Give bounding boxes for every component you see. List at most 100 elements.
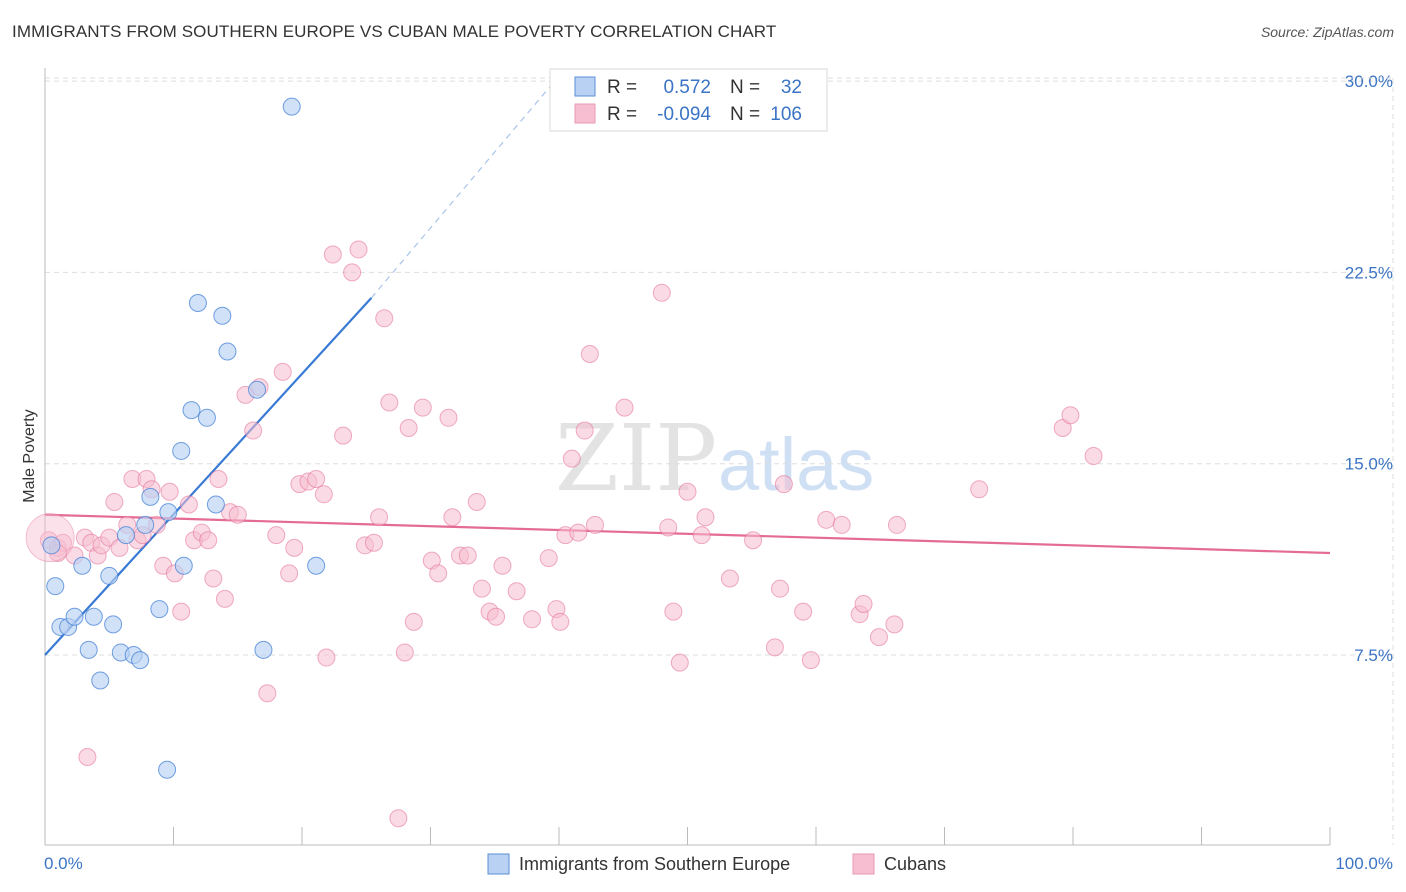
point-cubans — [228, 505, 247, 524]
point-cubans — [507, 582, 526, 601]
point-cubans — [404, 612, 423, 631]
correlation-legend: R = 0.572 N = 32 R = -0.094 N = 106 — [549, 68, 828, 132]
point-southern-europe — [307, 556, 326, 575]
bottom-legend-swatch-blue — [487, 853, 510, 875]
point-cubans — [678, 482, 697, 501]
point-cubans — [765, 638, 784, 657]
legend-swatch-blue — [574, 76, 596, 97]
point-cubans — [1061, 406, 1080, 425]
point-cubans — [869, 628, 888, 647]
point-southern-europe — [158, 760, 177, 779]
legend-n-value-1: 32 — [781, 77, 802, 98]
point-cubans — [1084, 447, 1103, 466]
point-cubans — [885, 615, 904, 634]
point-cubans — [258, 684, 277, 703]
point-cubans — [744, 531, 763, 550]
y-tick-label: 22.5% — [1345, 263, 1393, 282]
point-cubans — [585, 515, 604, 534]
trendline-southern-europe-extension — [370, 75, 560, 299]
point-cubans — [575, 421, 594, 440]
x-tick-label-max: 100.0% — [1335, 854, 1393, 873]
point-southern-europe — [213, 306, 232, 325]
trendline-southern-europe — [44, 297, 373, 656]
point-southern-europe — [197, 408, 216, 427]
point-cubans — [774, 475, 793, 494]
point-cubans — [399, 418, 418, 437]
point-southern-europe — [248, 380, 267, 399]
watermark-atlas: atlas — [718, 423, 874, 506]
point-cubans — [323, 245, 342, 264]
point-cubans — [370, 508, 389, 527]
point-cubans — [172, 602, 191, 621]
point-cubans — [389, 809, 408, 828]
point-southern-europe — [218, 342, 237, 361]
point-cubans — [380, 393, 399, 412]
point-cubans — [204, 569, 223, 588]
bottom-legend-label-2: Cubans — [884, 854, 946, 874]
point-cubans — [692, 526, 711, 545]
point-cubans — [375, 309, 394, 328]
point-cubans — [199, 531, 218, 550]
legend-swatch-pink — [574, 103, 596, 124]
point-cubans — [652, 283, 671, 302]
point-southern-europe — [254, 640, 273, 659]
point-cubans — [562, 449, 581, 468]
x-tick-label-min: 0.0% — [44, 854, 83, 873]
point-cubans — [209, 470, 228, 489]
point-cubans — [429, 564, 448, 583]
point-cubans — [215, 589, 234, 608]
point-southern-europe — [159, 503, 178, 522]
point-cubans — [580, 345, 599, 364]
point-cubans — [771, 579, 790, 598]
point-cubans — [551, 612, 570, 631]
point-southern-europe — [84, 607, 103, 626]
point-southern-europe — [141, 487, 160, 506]
trendline-cubans — [44, 513, 1331, 555]
series-legend: Immigrants from Southern Europe Cubans — [487, 853, 946, 875]
point-cubans — [280, 564, 299, 583]
legend-n-label-2: N = — [730, 104, 760, 125]
point-cubans — [487, 607, 506, 626]
point-southern-europe — [73, 556, 92, 575]
bottom-legend-swatch-pink — [852, 853, 875, 875]
point-cubans — [720, 569, 739, 588]
point-southern-europe — [100, 566, 119, 585]
point-southern-europe — [65, 607, 84, 626]
point-southern-europe — [188, 294, 207, 313]
point-cubans — [493, 556, 512, 575]
point-cubans — [395, 643, 414, 662]
point-southern-europe — [46, 577, 65, 596]
point-cubans — [801, 651, 820, 670]
axes — [44, 68, 1331, 846]
legend-n-value-2: 106 — [770, 104, 802, 125]
point-cubans — [539, 549, 558, 568]
point-southern-europe — [174, 556, 193, 575]
point-southern-europe — [42, 536, 61, 555]
legend-r-value-2: -0.094 — [657, 104, 711, 125]
point-cubans — [267, 526, 286, 545]
point-southern-europe — [104, 615, 123, 634]
point-cubans — [334, 426, 353, 445]
point-cubans — [817, 510, 836, 529]
point-southern-europe — [131, 651, 150, 670]
point-cubans — [670, 653, 689, 672]
point-cubans — [472, 579, 491, 598]
point-cubans — [458, 546, 477, 565]
bottom-legend-label-1: Immigrants from Southern Europe — [519, 854, 790, 874]
legend-r-value-1: 0.572 — [663, 77, 711, 98]
point-southern-europe — [136, 515, 155, 534]
point-cubans — [664, 602, 683, 621]
data-points — [25, 97, 1103, 828]
point-cubans — [523, 610, 542, 629]
grid-lines: 7.5% 15.0% 22.5% 30.0% — [45, 72, 1394, 845]
point-cubans — [443, 508, 462, 527]
point-cubans — [887, 515, 906, 534]
point-cubans — [285, 538, 304, 557]
trend-lines — [44, 75, 1331, 656]
point-southern-europe — [282, 97, 301, 116]
legend-box — [549, 68, 828, 132]
point-cubans — [569, 523, 588, 542]
point-southern-europe — [206, 495, 225, 514]
point-southern-europe — [150, 600, 169, 619]
